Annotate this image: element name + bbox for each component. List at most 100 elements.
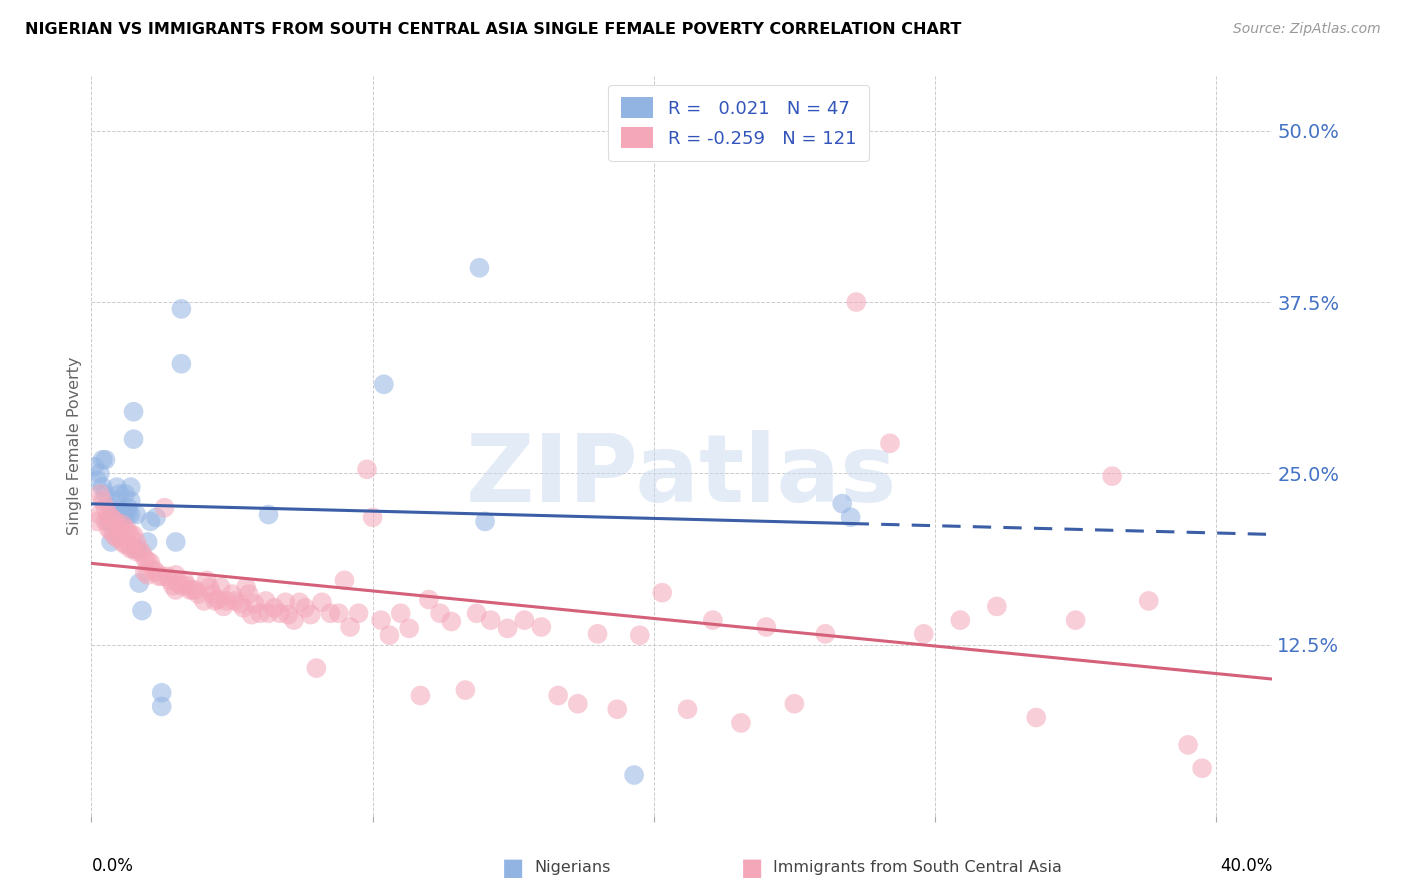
Point: [97, 508, 120, 522]
Point: [165, 535, 187, 549]
Point: [120, 508, 142, 522]
Point: [440, 615, 463, 629]
Point: [184, 582, 207, 597]
Point: [114, 538, 136, 552]
Point: [651, 585, 673, 599]
Point: [409, 689, 432, 703]
Point: [339, 620, 361, 634]
Point: [100, 510, 122, 524]
Point: [170, 357, 193, 371]
Point: [111, 508, 134, 522]
Point: [117, 508, 139, 522]
Point: [702, 613, 724, 627]
Point: [165, 582, 187, 597]
Point: [249, 607, 271, 621]
Point: [162, 579, 184, 593]
Point: [111, 517, 134, 532]
Text: ZIPatlas: ZIPatlas: [467, 430, 897, 522]
Point: [120, 493, 142, 508]
Point: [159, 574, 181, 588]
Text: ■: ■: [502, 856, 524, 880]
Point: [105, 493, 128, 508]
Point: [1191, 761, 1213, 775]
Point: [201, 587, 224, 601]
Point: [86, 515, 108, 529]
Text: 40.0%: 40.0%: [1220, 857, 1272, 875]
Point: [755, 620, 778, 634]
Point: [839, 510, 862, 524]
Point: [94, 500, 117, 515]
Point: [120, 480, 142, 494]
Point: [949, 613, 972, 627]
Point: [187, 587, 209, 601]
Point: [173, 574, 195, 588]
Point: [831, 497, 853, 511]
Point: [105, 480, 128, 494]
Point: [94, 452, 117, 467]
Point: [114, 508, 136, 522]
Point: [108, 508, 131, 522]
Point: [294, 600, 316, 615]
Point: [1064, 613, 1087, 627]
Point: [114, 487, 136, 501]
Point: [131, 603, 153, 617]
Point: [103, 521, 125, 535]
Point: [125, 508, 148, 522]
Point: [730, 715, 752, 730]
Point: [122, 528, 145, 542]
Point: [122, 405, 145, 419]
Point: [465, 607, 488, 621]
Point: [496, 621, 519, 635]
Point: [148, 569, 170, 583]
Point: [179, 582, 201, 597]
Point: [845, 295, 868, 310]
Point: [103, 515, 125, 529]
Point: [83, 459, 105, 474]
Point: [150, 699, 173, 714]
Point: [131, 546, 153, 560]
Text: 0.0%: 0.0%: [91, 857, 134, 875]
Point: [153, 500, 176, 515]
Point: [136, 567, 159, 582]
Point: [454, 683, 477, 698]
Point: [468, 260, 491, 275]
Point: [254, 594, 277, 608]
Point: [240, 607, 263, 622]
Point: [1177, 738, 1199, 752]
Point: [195, 574, 218, 588]
Point: [120, 541, 142, 556]
Point: [378, 628, 401, 642]
Point: [167, 576, 190, 591]
Legend: R =   0.021   N = 47, R = -0.259   N = 121: R = 0.021 N = 47, R = -0.259 N = 121: [609, 85, 869, 161]
Point: [567, 697, 589, 711]
Point: [145, 565, 167, 579]
Point: [100, 524, 122, 538]
Point: [418, 592, 440, 607]
Point: [108, 521, 131, 535]
Point: [912, 627, 935, 641]
Point: [86, 473, 108, 487]
Point: [628, 628, 651, 642]
Point: [474, 515, 496, 529]
Y-axis label: Single Female Poverty: Single Female Poverty: [67, 357, 82, 535]
Point: [91, 480, 114, 494]
Point: [676, 702, 699, 716]
Point: [269, 607, 291, 621]
Point: [1137, 594, 1160, 608]
Point: [814, 627, 837, 641]
Point: [207, 592, 229, 607]
Point: [125, 541, 148, 556]
Point: [215, 594, 238, 608]
Point: [243, 597, 266, 611]
Point: [103, 528, 125, 542]
Point: [105, 516, 128, 530]
Point: [361, 510, 384, 524]
Point: [232, 600, 254, 615]
Point: [513, 613, 536, 627]
Point: [229, 597, 252, 611]
Point: [150, 686, 173, 700]
Point: [170, 301, 193, 316]
Point: [139, 515, 162, 529]
Point: [204, 594, 226, 608]
Point: [136, 554, 159, 568]
